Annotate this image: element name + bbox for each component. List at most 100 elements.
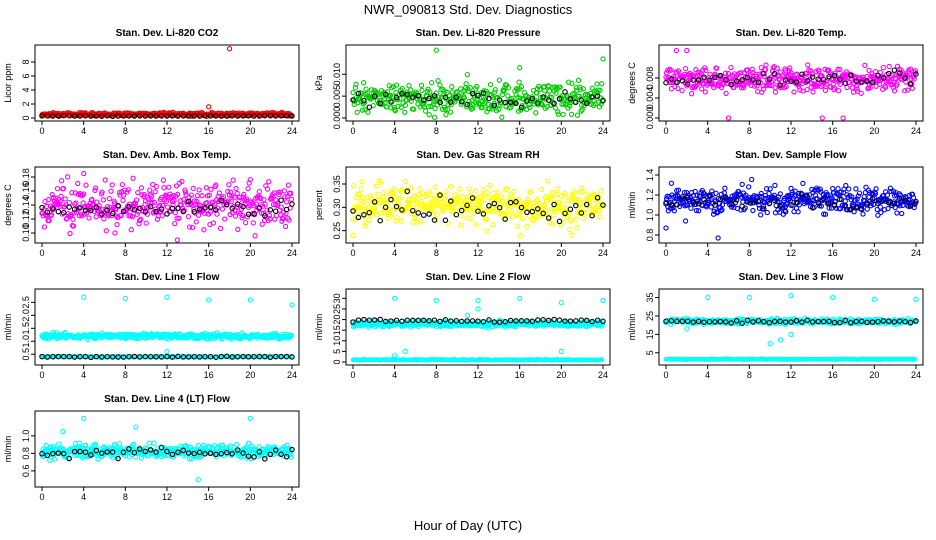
data-point: [104, 113, 110, 119]
y-tick-label: 0.25: [332, 222, 342, 240]
data-point: [573, 99, 579, 105]
x-tick-label: 20: [245, 248, 255, 258]
data-point: [535, 100, 541, 106]
data-point: [771, 70, 778, 77]
y-tick-label: 20: [332, 315, 342, 325]
data-point: [100, 197, 106, 203]
data-point: [431, 114, 438, 121]
data-point: [549, 206, 555, 212]
data-point: [463, 81, 469, 87]
data-point: [719, 202, 726, 208]
data-point: [355, 90, 362, 97]
x-tick-label: 12: [473, 126, 483, 136]
data-point: [283, 199, 290, 205]
data-point: [433, 297, 439, 304]
data-point: [869, 79, 876, 86]
data-point: [853, 78, 859, 84]
data-point: [218, 197, 225, 204]
data-point: [594, 81, 600, 87]
data-point: [513, 199, 519, 205]
data-point: [840, 189, 847, 196]
y-tick-label: 10: [332, 336, 342, 346]
data-point: [821, 196, 827, 203]
data-point: [755, 88, 761, 95]
data-point: [544, 178, 551, 184]
data-point: [856, 190, 863, 196]
y-tick-label: 0.000: [332, 107, 342, 130]
data-point: [233, 185, 239, 192]
data-point: [793, 79, 800, 85]
data-point: [728, 81, 734, 88]
data-point: [673, 47, 680, 54]
data-point: [843, 182, 849, 189]
y-tick-label: 2: [21, 101, 31, 106]
data-point: [502, 216, 508, 222]
data-point: [695, 200, 702, 207]
data-point: [207, 204, 214, 211]
data-point: [285, 182, 292, 188]
data-point: [885, 205, 891, 212]
data-point: [59, 211, 65, 217]
data-point: [501, 210, 507, 217]
data-point: [800, 180, 806, 187]
data-point: [715, 209, 721, 215]
data-point: [196, 206, 203, 213]
data-point: [574, 112, 581, 118]
data-point: [371, 199, 378, 205]
data-point: [58, 193, 64, 199]
data-point: [409, 201, 415, 207]
data-point: [507, 99, 514, 106]
x-tick-label: 12: [473, 370, 483, 380]
data-point: [578, 97, 585, 103]
data-point: [133, 197, 140, 203]
data-point: [875, 212, 881, 218]
data-point: [147, 203, 154, 210]
data-point: [208, 186, 214, 192]
data-point: [153, 206, 159, 212]
x-tick-label: 0: [39, 126, 44, 136]
data-point: [445, 220, 451, 227]
x-tick-label: 12: [162, 370, 172, 380]
y-axis-label: ml/min: [3, 314, 13, 341]
data-point: [882, 84, 889, 90]
data-point: [288, 190, 294, 197]
data-point: [564, 214, 570, 220]
data-point: [663, 70, 670, 76]
data-point: [864, 201, 870, 208]
data-point: [251, 211, 257, 217]
data-point: [580, 215, 587, 221]
data-point: [529, 208, 536, 215]
data-point: [689, 84, 695, 91]
data-point: [684, 189, 690, 196]
data-point: [912, 68, 919, 74]
data-point: [496, 204, 503, 211]
data-point: [486, 106, 492, 112]
data-point: [577, 87, 584, 93]
data-point: [699, 187, 705, 194]
data-point: [809, 205, 816, 211]
x-tick-label: 8: [747, 370, 752, 380]
x-tick-label: 24: [911, 126, 921, 136]
data-point: [75, 180, 81, 187]
data-point: [474, 83, 480, 90]
data-point: [744, 74, 751, 81]
data-point: [453, 211, 460, 218]
data-point: [432, 184, 438, 190]
data-point: [126, 113, 132, 119]
data-point: [442, 106, 448, 113]
data-point: [820, 195, 827, 202]
y-tick-label: 2.5: [21, 296, 31, 309]
panel-5: Stan. Dev. Gas Stream RH0 4 8 12 16 20 240.250…: [314, 150, 611, 258]
data-point: [196, 187, 202, 193]
data-point: [431, 92, 438, 99]
data-point: [66, 204, 72, 210]
data-point: [516, 79, 522, 85]
data-point: [878, 209, 884, 216]
data-point: [909, 85, 916, 92]
data-point: [231, 194, 237, 200]
data-point: [487, 182, 493, 189]
data-point: [539, 102, 545, 108]
data-point: [782, 68, 789, 74]
